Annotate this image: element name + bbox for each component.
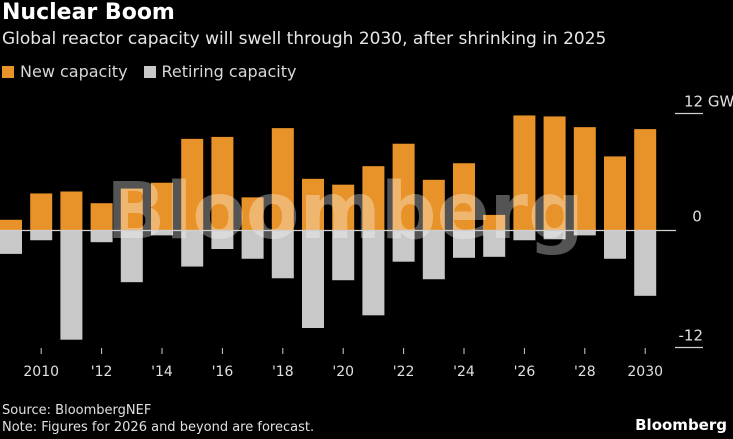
- bar-retiring-capacity-2012: [90, 230, 113, 243]
- bar-retiring-capacity-2016: [211, 230, 234, 250]
- bar-new-capacity-2011: [60, 191, 83, 231]
- y-axis: 12 GW 0 -12: [675, 93, 733, 349]
- bar-new-capacity-2030: [634, 129, 657, 231]
- series-new-capacity: [0, 115, 657, 231]
- x-tick-label-2012: '12: [91, 364, 113, 380]
- bar-new-capacity-2026: [513, 115, 536, 231]
- x-tick-label-2030: 2030: [627, 364, 663, 380]
- legend-swatch-retiring-capacity: [143, 65, 156, 78]
- bar-retiring-capacity-2011: [60, 230, 83, 340]
- legend: New capacity Retiring capacity: [2, 62, 312, 81]
- bar-retiring-capacity-2015: [181, 230, 204, 267]
- bar-new-capacity-2015: [181, 138, 204, 231]
- source-text: Source: BloombergNEF: [2, 403, 152, 418]
- x-tick-label-2022: '22: [393, 364, 415, 380]
- bar-retiring-capacity-2029: [604, 230, 626, 259]
- note-text: Note: Figures for 2026 and beyond are fo…: [2, 420, 315, 435]
- legend-label-new-capacity: New capacity: [20, 62, 128, 81]
- bar-new-capacity-2009: [0, 219, 22, 231]
- x-axis: 2010 '12 '14 '16 '18 '20 '22 '24 '26 '28 2030: [23, 348, 663, 380]
- bar-retiring-capacity-2010: [30, 230, 53, 241]
- footer-notes: Source: BloombergNEF Note: Figures for 2…: [2, 402, 314, 436]
- bar-new-capacity-2017: [241, 197, 264, 231]
- bar-new-capacity-2023: [422, 179, 445, 231]
- bar-retiring-capacity-2020: [332, 230, 355, 281]
- bar-new-capacity-2024: [453, 163, 475, 231]
- legend-swatch-new-capacity: [2, 65, 14, 78]
- legend-item-retiring-capacity: Retiring capacity: [143, 62, 297, 81]
- x-tick-label-2028: '28: [574, 364, 596, 380]
- bar-retiring-capacity-2017: [241, 230, 264, 259]
- bar-new-capacity-2018: [271, 128, 294, 231]
- bar-retiring-capacity-2022: [392, 230, 415, 262]
- y-tick-label-0: 0: [692, 208, 702, 226]
- y-tick-label-12: 12 GW: [684, 93, 733, 111]
- bar-new-capacity-2013: [120, 188, 143, 231]
- bar-new-capacity-2010: [30, 193, 53, 231]
- x-tick-label-2018: '18: [272, 364, 294, 380]
- bar-retiring-capacity-2023: [422, 230, 445, 280]
- bar-new-capacity-2022: [392, 143, 415, 231]
- x-tick-label-2024: '24: [453, 364, 475, 380]
- legend-item-new-capacity: New capacity: [2, 62, 128, 81]
- x-tick-label-2010: 2010: [23, 364, 59, 380]
- x-tick-label-2020: '20: [332, 364, 354, 380]
- bar-retiring-capacity-2027: [543, 230, 566, 240]
- y-tick-label--12: -12: [679, 327, 704, 345]
- bar-new-capacity-2027: [543, 116, 566, 231]
- bar-retiring-capacity-2019: [302, 230, 324, 328]
- bar-retiring-capacity-2025: [483, 230, 506, 257]
- bar-retiring-capacity-2009: [0, 230, 22, 254]
- x-tick-label-2026: '26: [514, 364, 536, 380]
- bar-retiring-capacity-2026: [513, 230, 536, 241]
- series-retiring-capacity: [0, 230, 657, 340]
- bar-new-capacity-2014: [151, 182, 173, 231]
- bar-new-capacity-2016: [211, 136, 234, 231]
- bar-retiring-capacity-2024: [453, 230, 475, 258]
- bar-retiring-capacity-2014: [151, 230, 173, 236]
- bar-new-capacity-2021: [362, 166, 385, 231]
- bar-new-capacity-2012: [90, 203, 113, 231]
- bar-new-capacity-2025: [483, 214, 506, 231]
- bar-retiring-capacity-2021: [362, 230, 385, 316]
- watermark-text: Bloomberg: [106, 167, 584, 257]
- chart-title: Nuclear Boom: [2, 0, 175, 25]
- bar-new-capacity-2029: [604, 156, 626, 231]
- bar-new-capacity-2028: [573, 127, 596, 231]
- bar-retiring-capacity-2030: [634, 230, 657, 296]
- bar-new-capacity-2019: [302, 178, 324, 231]
- x-tick-label-2014: '14: [151, 364, 173, 380]
- bloomberg-logo: Bloomberg: [635, 416, 727, 434]
- legend-label-retiring-capacity: Retiring capacity: [161, 62, 297, 81]
- x-tick-label-2016: '16: [212, 364, 234, 380]
- bar-retiring-capacity-2028: [573, 230, 596, 236]
- chart-subtitle: Global reactor capacity will swell throu…: [2, 29, 607, 49]
- bar-new-capacity-2020: [332, 184, 355, 231]
- bar-retiring-capacity-2013: [120, 230, 143, 283]
- bar-retiring-capacity-2018: [271, 230, 294, 279]
